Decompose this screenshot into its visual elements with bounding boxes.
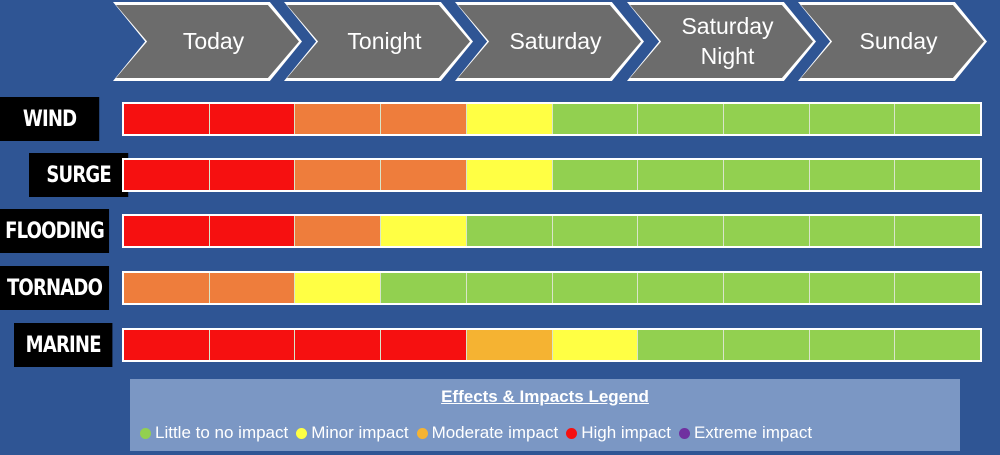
period-label: Saturday Night [681,12,774,69]
impact-cell-none [809,216,896,246]
impact-cell-none [895,216,981,246]
impact-bar [122,271,982,305]
legend-items: Little to no impact Minor impact Moderat… [140,423,960,443]
impact-cell-orange [381,160,467,190]
impact-cell-none [809,160,896,190]
impact-bar [122,214,982,248]
impact-cell-high [124,160,210,190]
impact-cell-none [638,330,724,360]
legend-item-minor: Minor impact [296,423,409,443]
impact-cell-high [295,330,382,360]
impact-cell-high [124,330,210,360]
impact-cell-none [809,330,896,360]
impact-cell-none [638,273,724,303]
impact-cell-none [809,104,896,134]
legend-item-none: Little to no impact [140,423,288,443]
hazard-label: TORNADO [0,266,110,310]
impact-cell-none [466,273,553,303]
impact-cell-minor [295,273,382,303]
impact-cell-none [638,160,724,190]
period-saturday: Saturday [455,2,644,81]
impact-cell-none [552,273,639,303]
impact-cell-none [466,216,553,246]
impact-cell-high [124,216,210,246]
impact-bar [122,328,982,362]
impact-cell-high [209,160,296,190]
period-saturday-night: Saturday Night [627,2,816,81]
impact-bar [122,158,982,192]
impact-cell-high [381,330,467,360]
impact-cell-none [552,160,639,190]
impact-cell-none [723,104,810,134]
period-today: Today [113,2,302,81]
impact-cell-none [895,160,981,190]
impact-bar [122,102,982,136]
legend-item-high: High impact [566,423,671,443]
orange-dot-icon [416,427,428,439]
impact-cell-none [638,104,724,134]
period-label: Tonight [347,27,422,54]
legend-title: Effects & Impacts Legend [441,387,649,406]
impact-cell-none [895,330,981,360]
impact-cell-minor [552,330,639,360]
impact-cell-orange [295,104,382,134]
hazard-label: WIND [0,97,100,141]
impact-cell-orange [124,273,210,303]
impact-cell-none [723,330,810,360]
hazard-label: SURGE [29,153,129,197]
period-label: Sunday [859,27,938,54]
hazard-row-surge: SURGE [0,153,1000,197]
impact-cell-none [723,160,810,190]
impact-cell-minor [381,216,467,246]
impact-cell-none [895,273,981,303]
impact-cell-none [895,104,981,134]
impact-cell-orange [295,216,382,246]
impact-cell-moderate [466,330,553,360]
legend-panel: Effects & Impacts Legend Little to no im… [130,379,960,451]
period-sunday: Sunday [798,2,987,81]
impact-cell-high [209,104,296,134]
legend-item-moderate: Moderate impact [416,423,558,443]
impact-cell-none [723,273,810,303]
green-dot-icon [140,427,151,439]
impact-cell-none [552,104,639,134]
impact-cell-high [209,216,296,246]
impact-cell-orange [295,160,382,190]
period-label: Saturday [509,27,602,54]
impact-cell-none [381,273,467,303]
red-dot-icon [566,427,578,439]
impact-cell-none [723,216,810,246]
period-tonight: Tonight [284,2,473,81]
hazard-row-flooding: FLOODING [0,209,1000,253]
hazard-row-wind: WIND [0,97,1000,141]
purple-dot-icon [678,427,690,439]
impact-cell-minor [466,104,553,134]
impact-cell-none [552,216,639,246]
impact-cell-high [124,104,210,134]
period-header: Today Tonight Saturday Saturday Night Su… [0,0,1000,88]
hazard-row-marine: MARINE [0,323,1000,367]
hazard-label: MARINE [14,323,113,367]
impact-cell-high [209,330,296,360]
yellow-dot-icon [296,427,308,439]
impact-cell-none [809,273,896,303]
impact-cell-minor [466,160,553,190]
hazard-label: FLOODING [0,209,110,253]
period-label: Today [182,27,245,54]
impact-cell-orange [381,104,467,134]
impact-cell-orange [209,273,296,303]
legend-item-extreme: Extreme impact [678,423,812,443]
impact-cell-none [638,216,724,246]
hazard-row-tornado: TORNADO [0,266,1000,310]
